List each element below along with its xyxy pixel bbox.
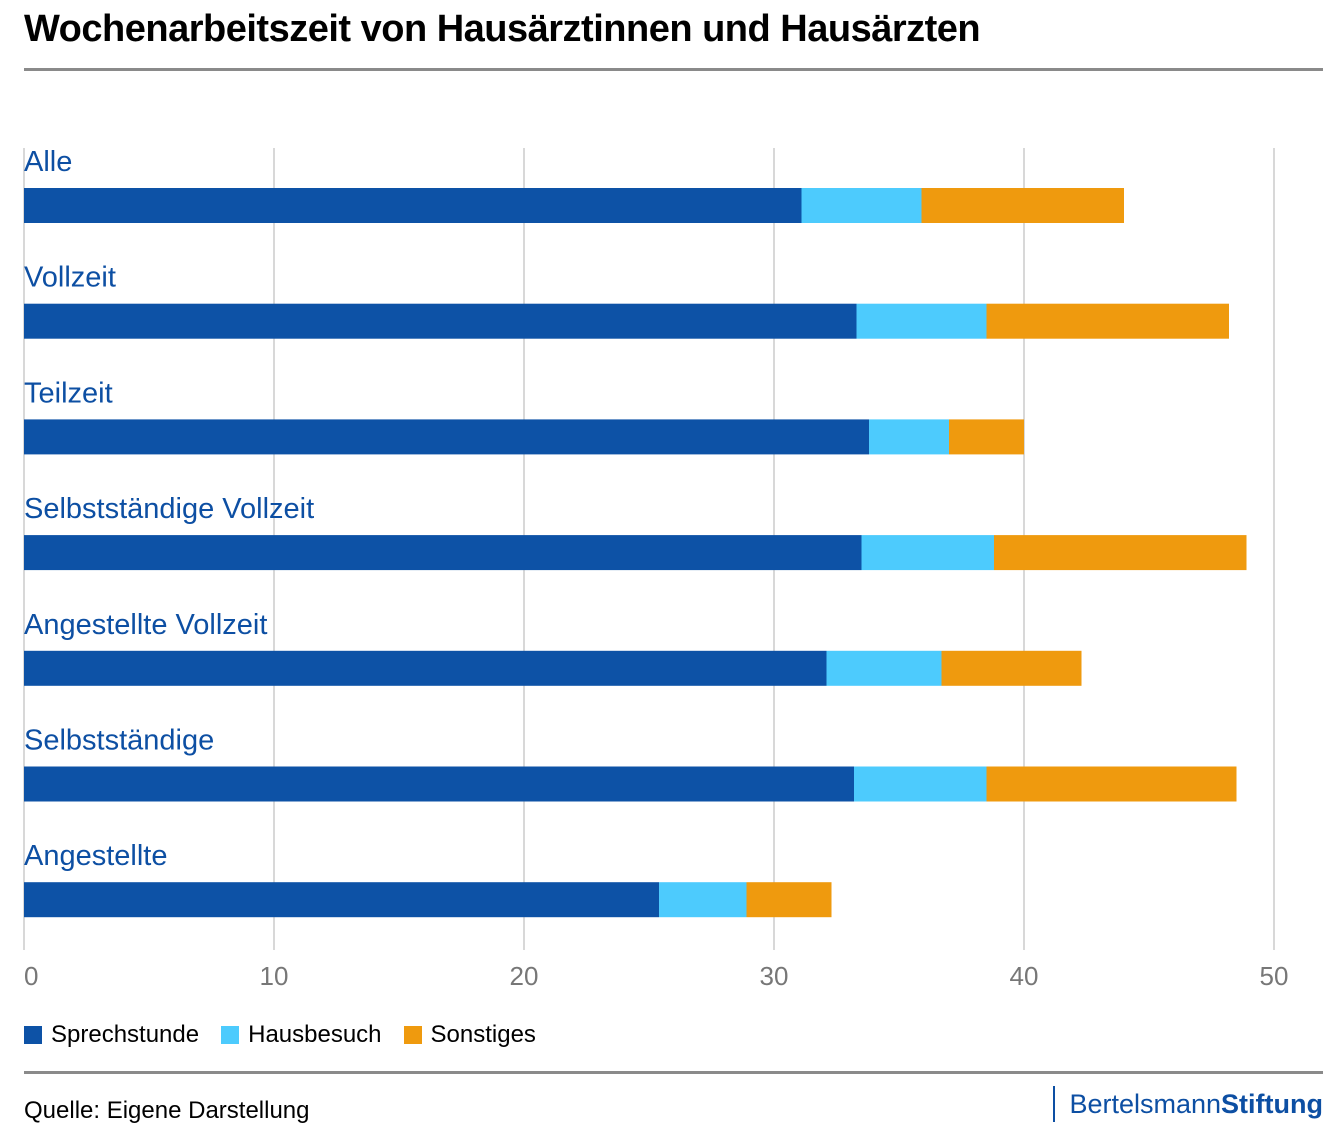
bar-teilzeit-hausbesuch [869, 419, 949, 455]
bar-alle-sprechstunde [24, 188, 802, 223]
bar-vollzeit-hausbesuch [856, 303, 987, 339]
legend-item-sprechstunde: Sprechstunde [24, 1021, 199, 1049]
x-tick-label-40: 40 [1010, 961, 1039, 991]
legend-item-sonstiges: Sonstiges [403, 1021, 536, 1049]
legend-swatch-sonstiges [403, 1026, 422, 1044]
bar-selbstst-ndige-vollzeit-hausbesuch [861, 535, 994, 571]
bar-selbstst-ndige-vollzeit-sprechstunde [24, 535, 862, 571]
legend-label-sprechstunde: Sprechstunde [51, 1021, 200, 1048]
category-label-teilzeit: Teilzeit [24, 377, 113, 409]
legend-label-sonstiges: Sonstiges [430, 1021, 536, 1048]
x-tick-label-20: 20 [510, 961, 539, 991]
x-tick-label-30: 30 [760, 961, 789, 991]
x-tick-label-50: 50 [1260, 961, 1289, 991]
stacked-bar-chart: 0 10 20 30 40 50 Alle Vollzeit Teilzeit Selbststä… [23, 146, 1289, 991]
bar-angestellte-sprechstunde [24, 882, 659, 918]
legend-label-hausbesuch: Hausbesuch [248, 1021, 382, 1048]
legend-item-hausbesuch: Hausbesuch [221, 1021, 382, 1049]
bar-vollzeit-sprechstunde [24, 303, 857, 339]
bar-angestellte-sonstiges [746, 882, 832, 918]
brand-logo-part1: Bertelsmann [1069, 1088, 1222, 1119]
bar-angestellte-vollzeit-hausbesuch [826, 650, 942, 686]
footer-divider [24, 1071, 1323, 1074]
x-tick-label-0: 0 [24, 961, 38, 991]
brand-logo-part2: Stiftung [1221, 1088, 1323, 1119]
bar-teilzeit-sonstiges [949, 419, 1024, 455]
brand-logo: Bertelsmann Stiftung [1053, 1086, 1323, 1122]
source-note: Quelle: Eigene Darstellung [24, 1097, 310, 1124]
bar-angestellte-vollzeit-sonstiges [941, 650, 1082, 686]
bar-alle-sonstiges [921, 188, 1124, 223]
x-tick-label-10: 10 [260, 961, 289, 991]
title-divider [24, 68, 1323, 71]
legend-swatch-sprechstunde [24, 1026, 42, 1044]
bar-selbstst-ndige-hausbesuch [854, 766, 987, 802]
category-label-vollzeit: Vollzeit [24, 262, 116, 294]
category-label-angestellte-vollzeit: Angestellte Vollzeit [24, 609, 267, 641]
bar-teilzeit-sprechstunde [24, 419, 869, 455]
category-label-angestellte: Angestellte [24, 840, 168, 872]
bar-selbstst-ndige-sprechstunde [24, 766, 854, 802]
bar-angestellte-vollzeit-sprechstunde [24, 650, 827, 686]
category-label-selbstst-ndige-vollzeit: Selbstständige Vollzeit [24, 493, 314, 525]
category-label-alle: Alle [24, 146, 72, 178]
legend-swatch-hausbesuch [221, 1026, 240, 1044]
bar-selbstst-ndige-sonstiges [986, 766, 1237, 802]
legend: Sprechstunde Hausbesuch Sonstiges [24, 1021, 558, 1049]
category-label-selbstst-ndige: Selbstständige [24, 725, 214, 757]
bar-vollzeit-sonstiges [986, 303, 1229, 339]
chart-title: Wochenarbeitszeit von Hausärztinnen und … [24, 8, 981, 50]
bar-selbstst-ndige-vollzeit-sonstiges [994, 535, 1247, 571]
bar-angestellte-hausbesuch [659, 882, 747, 918]
bar-alle-hausbesuch [801, 188, 922, 223]
